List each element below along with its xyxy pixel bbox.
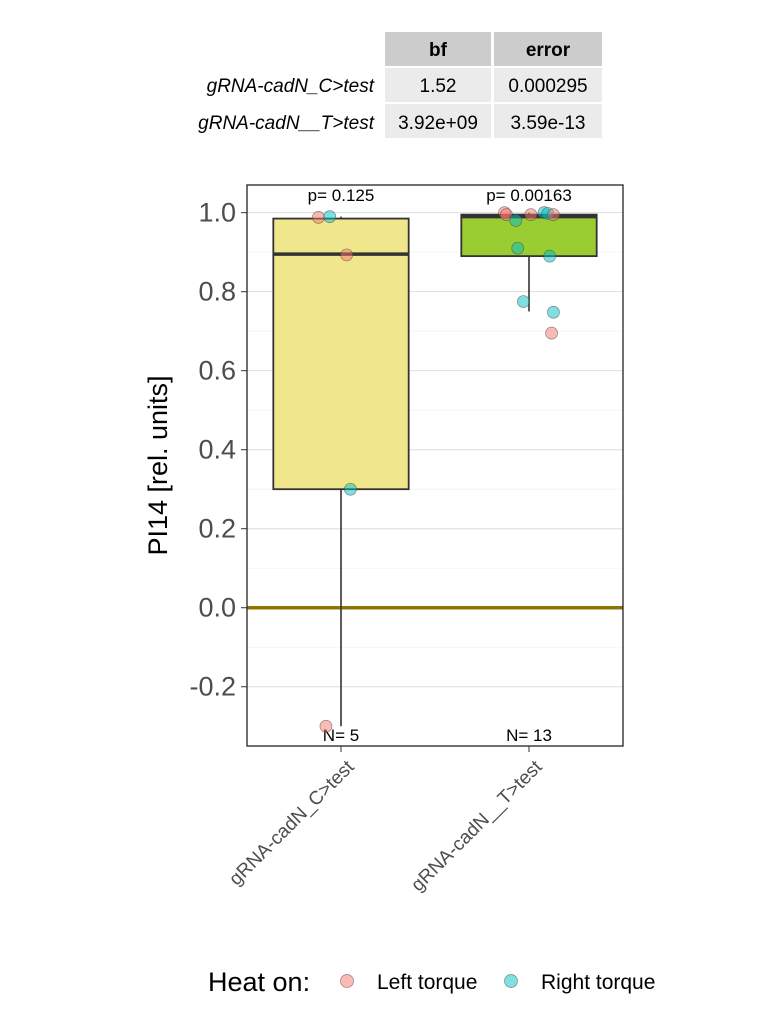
table-header-bf: bf <box>429 40 448 61</box>
n-count-label-1: N= 5 <box>323 726 359 745</box>
y-tick-label-2: 0.2 <box>198 514 236 544</box>
table-header-error: error <box>526 40 571 61</box>
data-point-16 <box>547 305 560 319</box>
data-point-7 <box>500 208 513 221</box>
box-1 <box>272 217 410 491</box>
table-row-1-error: 0.000295 <box>508 76 587 97</box>
table-row-2-error-cell <box>494 104 602 138</box>
stats-table: bf error gRNA-cadN_C>test 1.52 0.000295 … <box>198 32 602 138</box>
table-row-2-bf: 3.92e+09 <box>398 113 478 134</box>
data-point-14 <box>543 249 557 263</box>
p-value-label-1: p= 0.125 <box>308 186 375 205</box>
table-row-2-bf-cell <box>385 104 491 138</box>
plot-panel-border <box>246 184 624 747</box>
table-row-2-error: 3.59e-13 <box>510 113 585 134</box>
table-row-1-bf-cell <box>385 68 491 102</box>
y-tick-label-3: 0.4 <box>198 435 236 465</box>
y-tick-label-1: 0.0 <box>198 593 236 623</box>
box-2 <box>460 213 598 258</box>
data-point-4 <box>344 482 357 496</box>
y-axis-label: PI14 [rel. units] <box>143 375 173 555</box>
y-tick-label-5: 0.8 <box>198 277 236 307</box>
legend-label-2: Right torque <box>541 971 655 994</box>
legend-label-1: Left torque <box>377 971 477 994</box>
data-point-8 <box>509 214 523 227</box>
data-point-2 <box>323 210 337 223</box>
table-header-error-cell <box>494 32 602 66</box>
table-row-2-label: gRNA-cadN__T>test <box>198 113 375 134</box>
y-tick-label-0: -0.2 <box>189 672 236 702</box>
y-tick-label-6: 1.0 <box>198 198 236 228</box>
table-row-1-label: gRNA-cadN_C>test <box>207 76 375 97</box>
data-point-9 <box>524 208 538 221</box>
y-tick-label-4: 0.6 <box>198 356 236 386</box>
x-tick-label-1: gRNA-cadN_C>test <box>225 756 359 890</box>
n-count-label-2: N= 13 <box>506 726 552 745</box>
data-point-1 <box>312 211 325 224</box>
legend-swatch-1 <box>340 974 354 988</box>
data-point-3 <box>340 248 353 262</box>
data-point-17 <box>545 326 558 340</box>
table-header-bf-cell <box>385 32 491 66</box>
data-point-13 <box>511 241 525 255</box>
x-tick-label-2: gRNA-cadN__T>test <box>407 756 547 896</box>
legend-swatch-2 <box>504 974 518 988</box>
legend-title: Heat on: <box>208 967 310 997</box>
data-point-15 <box>517 295 530 308</box>
p-value-label-2: p= 0.00163 <box>486 186 572 205</box>
table-row-1-bf: 1.52 <box>420 76 457 97</box>
table-row-1-error-cell <box>494 68 602 102</box>
data-point-5 <box>319 719 333 733</box>
data-point-12 <box>547 208 560 221</box>
